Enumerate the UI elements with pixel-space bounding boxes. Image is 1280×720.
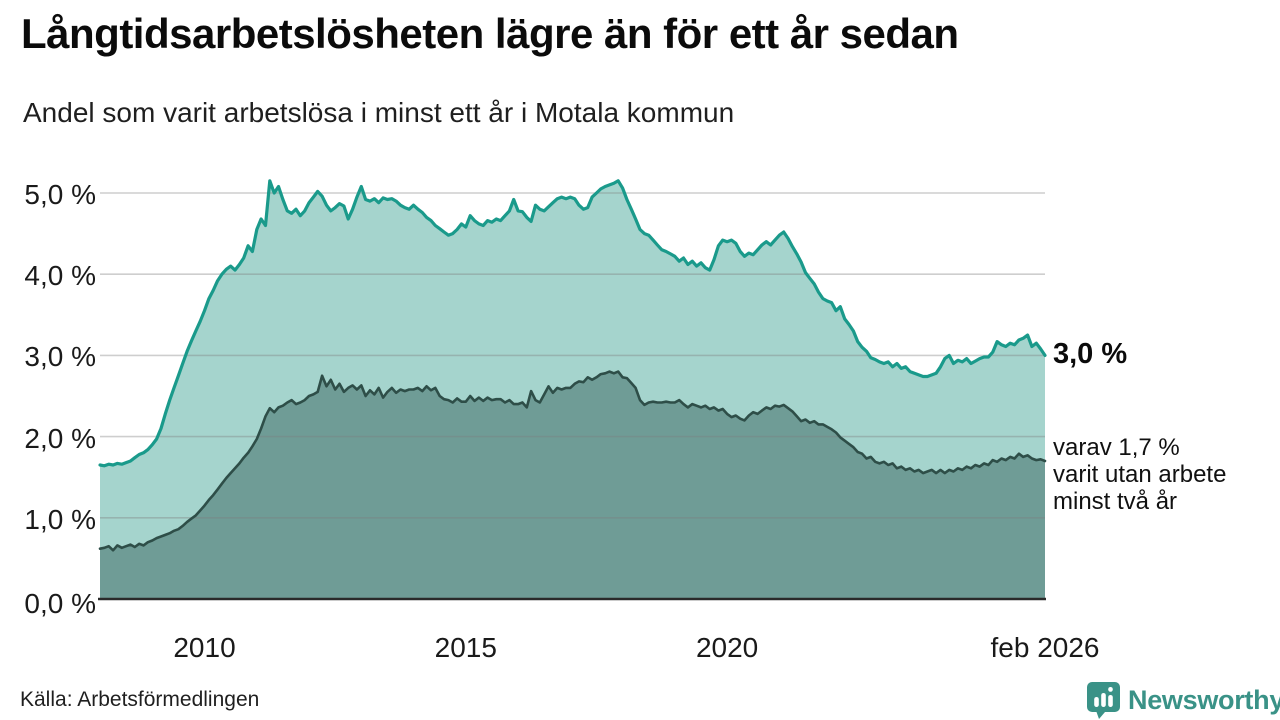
end-value-label-line: minst två år xyxy=(1053,488,1178,515)
bar-chart-speech-bubble-icon xyxy=(1087,682,1120,719)
end-value-label-line: varav 1,7 % xyxy=(1053,434,1180,461)
end-value-label-two-years: varav 1,7 % varit utan arbete minst två … xyxy=(1053,434,1226,515)
y-axis-label: 2,0 % xyxy=(24,422,96,454)
x-axis-label: 2015 xyxy=(434,632,497,663)
chart-subtitle: Andel som varit arbetslösa i minst ett å… xyxy=(23,97,735,128)
x-axis-label: 2010 xyxy=(173,632,236,663)
y-axis-label: 1,0 % xyxy=(24,503,96,535)
y-axis-label: 3,0 % xyxy=(24,341,96,373)
chart-title: Långtidsarbetslösheten lägre än för ett … xyxy=(21,10,959,57)
newsworthy-logo: Newsworthy xyxy=(1086,680,1280,720)
series-line-1 xyxy=(98,370,1047,552)
x-axis-label: 2020 xyxy=(695,632,759,663)
source-attribution: Källa: Arbetsförmedlingen xyxy=(20,688,260,711)
y-axis-label: 5,0 % xyxy=(24,179,96,210)
end-value-label-one-year: 3,0 % xyxy=(1053,338,1128,370)
y-axis-label: 4,0 % xyxy=(24,260,96,292)
end-value-label-line: varit utan arbete xyxy=(1053,461,1227,488)
series-area-1 xyxy=(100,371,1045,599)
x-axis-label: feb 2026 xyxy=(990,632,1100,663)
newsworthy-wordmark: Newsworthy xyxy=(1128,684,1280,715)
series-line-0 xyxy=(98,179,1047,468)
y-axis-label: 0,0 % xyxy=(24,588,96,619)
